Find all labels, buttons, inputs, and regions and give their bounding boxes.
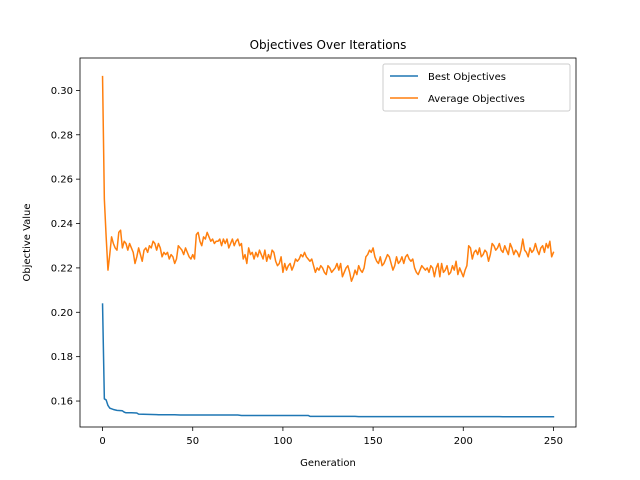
series-line-best-objectives	[101, 303, 555, 418]
chart-title: Objectives Over Iterations	[250, 38, 407, 52]
x-tick-label: 250	[544, 436, 563, 447]
plot-frame	[79, 57, 577, 428]
legend: Best Objectives Average Objectives	[382, 63, 571, 112]
series-layer	[101, 75, 555, 418]
x-tick-label: 100	[273, 436, 292, 447]
x-tick-label: 50	[186, 436, 199, 447]
y-axis-label: Objective Value	[22, 203, 33, 281]
y-tick-label: 0.22	[51, 263, 73, 274]
y-tick-label: 0.28	[51, 130, 73, 141]
y-tick-label: 0.20	[51, 308, 73, 319]
x-axis-label: Generation	[300, 458, 356, 469]
legend-label-best-objectives: Best Objectives	[428, 72, 506, 83]
y-tick-label: 0.24	[51, 219, 73, 230]
x-tick-label: 150	[364, 436, 383, 447]
x-tick-label: 200	[454, 436, 473, 447]
y-tick-label: 0.16	[51, 397, 73, 408]
legend-box	[382, 63, 571, 112]
legend-label-average-objectives: Average Objectives	[428, 94, 525, 105]
y-tick-label: 0.18	[51, 352, 73, 363]
y-tick-label: 0.26	[51, 175, 73, 186]
x-tick-label: 0	[99, 436, 105, 447]
y-tick-label: 0.30	[51, 86, 73, 97]
series-line-average-objectives	[101, 75, 555, 282]
ticks-layer: 0 50 100 150 200 250 0.16 0.18 0.20 0.22 0.24 0.26 0…	[51, 86, 563, 447]
plot-area	[80, 58, 576, 427]
